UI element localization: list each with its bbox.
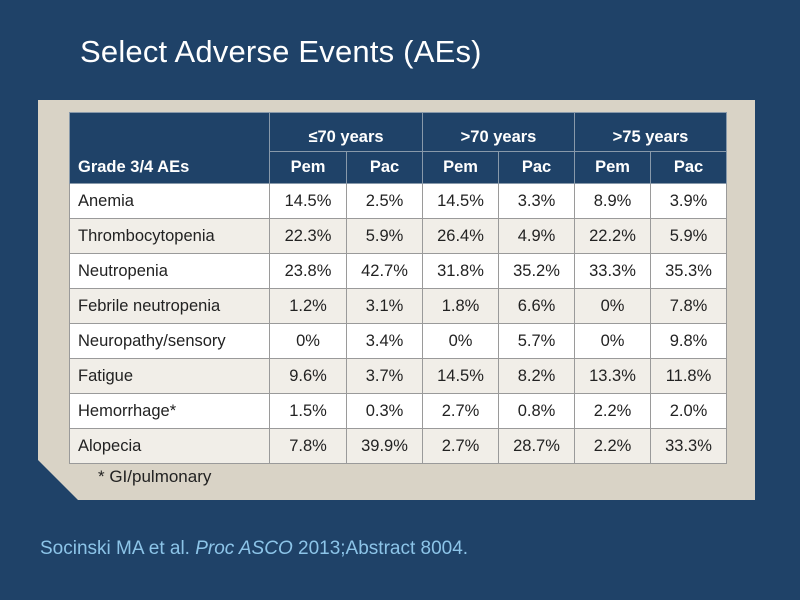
row-label: Alopecia [69,428,270,464]
table-cell: 33.3% [574,253,651,289]
table-cell: 1.5% [269,393,347,429]
table-row: Febrile neutropenia 1.2% 3.1% 1.8% 6.6% 0% 7.8… [69,288,727,324]
table-cell: 2.5% [346,183,423,219]
table-cell: 22.2% [574,218,651,254]
table-cell: 26.4% [422,218,499,254]
table-cell: 6.6% [498,288,575,324]
table-cell: 0% [574,288,651,324]
table-cell: 0% [269,323,347,359]
table-cell: 23.8% [269,253,347,289]
row-label: Fatigue [69,358,270,394]
row-label: Anemia [69,183,270,219]
slide-title: Select Adverse Events (AEs) [80,34,482,69]
table-cell: 2.7% [422,428,499,464]
table-cell: 2.2% [574,428,651,464]
column-header: Pem [574,151,651,184]
table-cell: 35.3% [650,253,727,289]
table-cell: 0% [574,323,651,359]
table-row: Anemia 14.5% 2.5% 14.5% 3.3% 8.9% 3.9% [69,183,727,219]
table-cell: 3.7% [346,358,423,394]
table-cell: 8.9% [574,183,651,219]
table-subheader-row: Pem Pac Pem Pac Pem Pac [70,151,727,184]
table-cell: 3.4% [346,323,423,359]
table-cell: 14.5% [422,358,499,394]
table-cell: 2.0% [650,393,727,429]
table-cell: 4.9% [498,218,575,254]
table-cell: 13.3% [574,358,651,394]
table-row: Thrombocytopenia 22.3% 5.9% 26.4% 4.9% 22.2% 5… [69,218,727,254]
citation: Socinski MA et al. Proc ASCO 2013;Abstra… [40,538,468,560]
table-cell: 3.3% [498,183,575,219]
table-row: Neutropenia 23.8% 42.7% 31.8% 35.2% 33.3% 35.3… [69,253,727,289]
table-row: Hemorrhage* 1.5% 0.3% 2.7% 0.8% 2.2% 2.0% [69,393,727,429]
table-cell: 7.8% [650,288,727,324]
table-cell: 8.2% [498,358,575,394]
column-header: Pac [498,151,575,184]
table-cell: 9.8% [650,323,727,359]
adverse-events-table: Grade 3/4 AEs ≤70 years >70 years >75 ye… [69,112,727,464]
table-cell: 33.3% [650,428,727,464]
table-row: Alopecia 7.8% 39.9% 2.7% 28.7% 2.2% 33.3% [69,428,727,464]
group-header: >70 years [422,112,575,152]
table-cell: 22.3% [269,218,347,254]
group-header: >75 years [574,112,727,152]
table-cell: 5.9% [650,218,727,254]
table-cell: 31.8% [422,253,499,289]
table-cell: 2.2% [574,393,651,429]
row-label: Febrile neutropenia [69,288,270,324]
table-cell: 5.9% [346,218,423,254]
table-cell: 0.3% [346,393,423,429]
table-cell: 14.5% [422,183,499,219]
row-label: Neutropenia [69,253,270,289]
table-cell: 28.7% [498,428,575,464]
citation-details: 2013;Abstract 8004. [298,538,469,559]
table-group-header-row: Grade 3/4 AEs ≤70 years >70 years >75 ye… [69,112,727,184]
table-cell: 42.7% [346,253,423,289]
table-cell: 2.7% [422,393,499,429]
table-cell: 7.8% [269,428,347,464]
table-cell: 3.9% [650,183,727,219]
row-label: Neuropathy/sensory [69,323,270,359]
table-cell: 1.2% [269,288,347,324]
table-body: Anemia 14.5% 2.5% 14.5% 3.3% 8.9% 3.9% Thromboc… [69,183,727,464]
table-cell: 0% [422,323,499,359]
table-cell: 5.7% [498,323,575,359]
citation-journal: Proc ASCO [195,538,293,559]
row-label: Hemorrhage* [69,393,270,429]
table-corner-label: Grade 3/4 AEs [69,112,270,184]
table-cell: 3.1% [346,288,423,324]
column-header: Pem [422,151,499,184]
table-cell: 1.8% [422,288,499,324]
table-cell: 14.5% [269,183,347,219]
table-cell: 11.8% [650,358,727,394]
citation-authors: Socinski MA et al. [40,538,190,559]
group-header: ≤70 years [269,112,423,152]
column-header: Pac [346,151,423,184]
column-header: Pem [269,151,347,184]
table-cell: 0.8% [498,393,575,429]
column-header: Pac [650,151,727,184]
table-row: Neuropathy/sensory 0% 3.4% 0% 5.7% 0% 9.8% [69,323,727,359]
table-cell: 39.9% [346,428,423,464]
table-cell: 35.2% [498,253,575,289]
row-label: Thrombocytopenia [69,218,270,254]
table-cell: 9.6% [269,358,347,394]
table-row: Fatigue 9.6% 3.7% 14.5% 8.2% 13.3% 11.8% [69,358,727,394]
footnote: * GI/pulmonary [98,467,212,486]
